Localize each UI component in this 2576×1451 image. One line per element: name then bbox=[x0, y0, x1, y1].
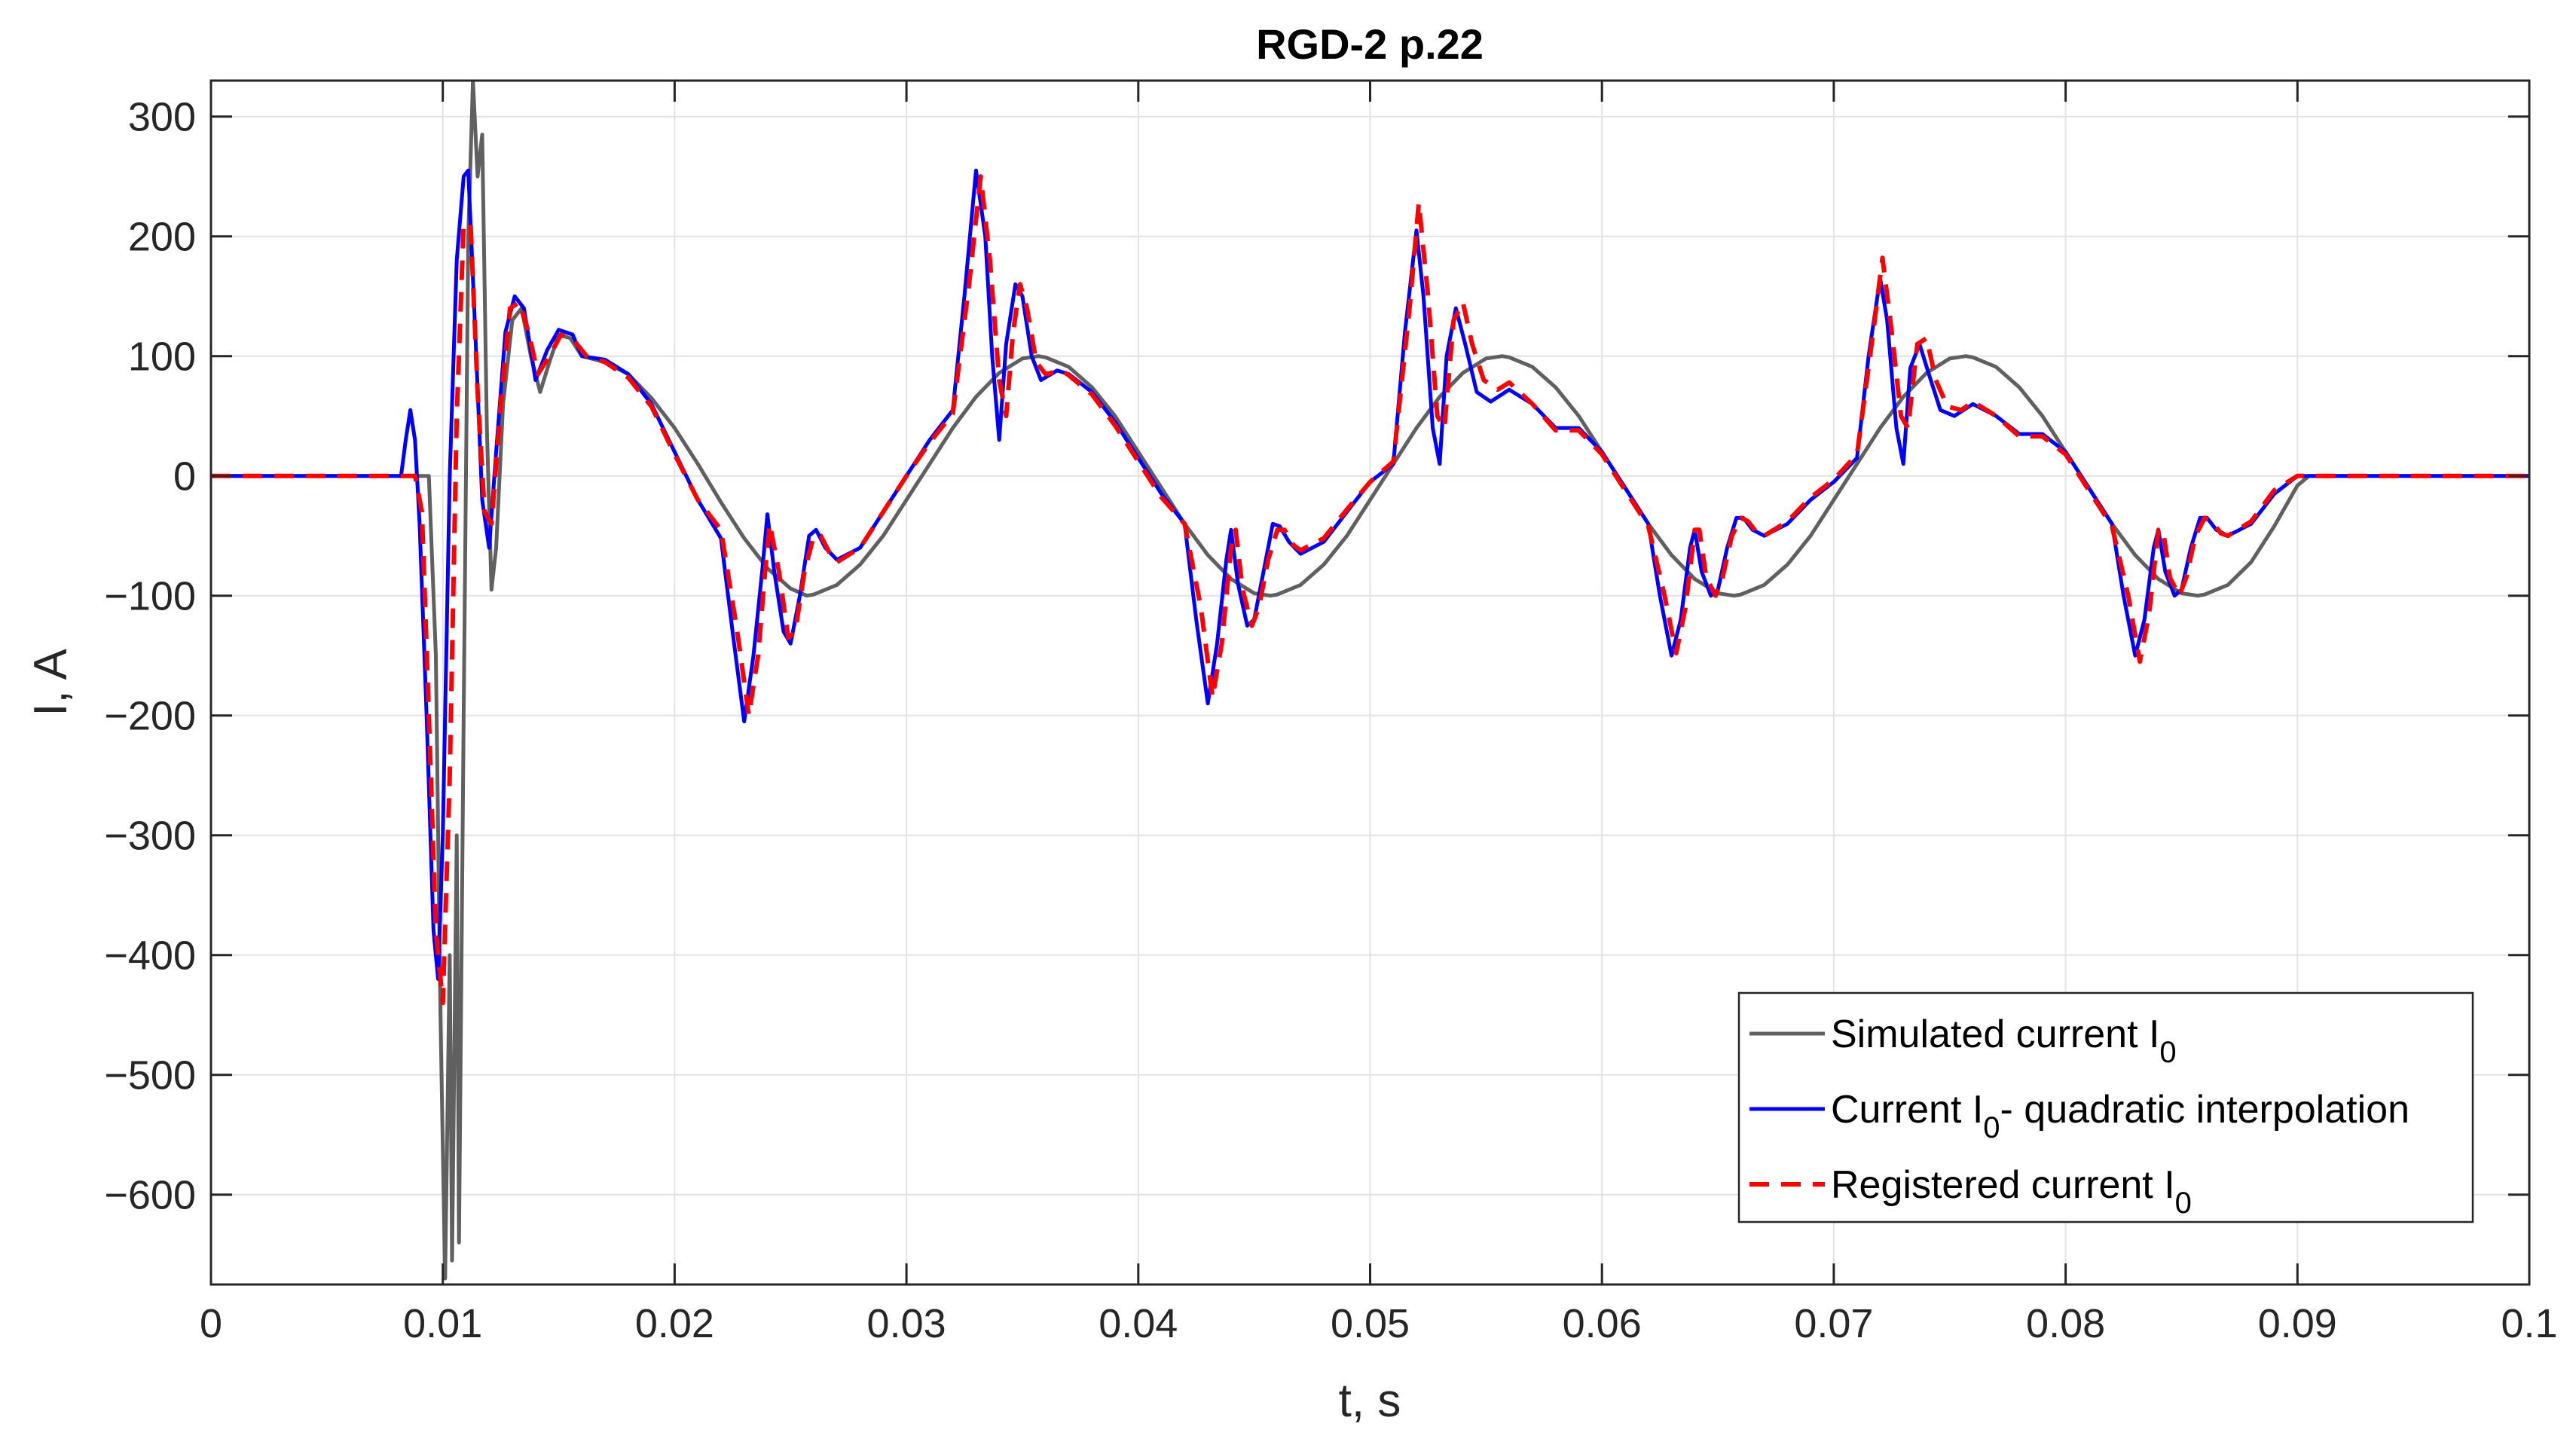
y-tick-label: −300 bbox=[104, 814, 196, 859]
x-tick-label: 0.04 bbox=[1099, 1301, 1178, 1346]
y-tick-label: 100 bbox=[128, 334, 196, 380]
chart-title: RGD-2 p.22 bbox=[1256, 20, 1484, 68]
legend-name: Current I bbox=[1831, 1088, 1983, 1132]
x-tick-label: 0.01 bbox=[403, 1301, 482, 1346]
x-tick-label: 0.02 bbox=[635, 1301, 714, 1346]
legend-box bbox=[1737, 991, 2474, 1223]
x-tick-label: 0.03 bbox=[867, 1301, 946, 1346]
y-tick-label: 300 bbox=[128, 95, 196, 140]
legend-suffix: - quadratic interpolation bbox=[2000, 1088, 2409, 1132]
ticks: 0 0.01 0.02 0.03 0.04 0.05 0.06 0.07 0.08 0.09 0.1… bbox=[104, 81, 2558, 1346]
y-tick-label: 0 bbox=[173, 454, 196, 499]
x-tick-label: 0.1 bbox=[2501, 1301, 2557, 1346]
legend-subscript: 0 bbox=[2159, 1036, 2176, 1069]
legend-label-1: Simulated current I0 bbox=[1831, 1013, 2177, 1069]
x-axis-label: t, s bbox=[1339, 1375, 1401, 1427]
y-tick-label: −600 bbox=[104, 1173, 196, 1218]
y-tick-label: −400 bbox=[104, 933, 196, 979]
series-line-1 bbox=[211, 81, 2529, 1281]
x-tick-label: 0 bbox=[200, 1301, 222, 1346]
legend-name: Registered current I bbox=[1831, 1163, 2175, 1207]
x-tick-label: 0.08 bbox=[2026, 1301, 2105, 1346]
x-tick-label: 0.06 bbox=[1563, 1301, 1642, 1346]
x-tick-label: 0.09 bbox=[2258, 1301, 2337, 1346]
y-tick-label: −500 bbox=[104, 1053, 196, 1098]
x-tick-label: 0.07 bbox=[1794, 1301, 1873, 1346]
y-tick-label: −100 bbox=[104, 574, 196, 619]
x-tick-label: 0.05 bbox=[1331, 1301, 1410, 1346]
series-layer bbox=[211, 81, 2529, 1281]
legend-subscript: 0 bbox=[2175, 1187, 2192, 1220]
legend-label-2: Current I0- quadratic interpolation bbox=[1831, 1088, 2409, 1144]
legend-subscript: 0 bbox=[1983, 1111, 2000, 1144]
legend-label-3: Registered current I0 bbox=[1831, 1163, 2192, 1220]
y-tick-label: 200 bbox=[128, 215, 196, 260]
y-axis-label: I, A bbox=[25, 649, 77, 716]
series-line-3 bbox=[211, 174, 2529, 1006]
legend-name: Simulated current I bbox=[1831, 1013, 2159, 1056]
y-tick-label: −200 bbox=[104, 694, 196, 739]
